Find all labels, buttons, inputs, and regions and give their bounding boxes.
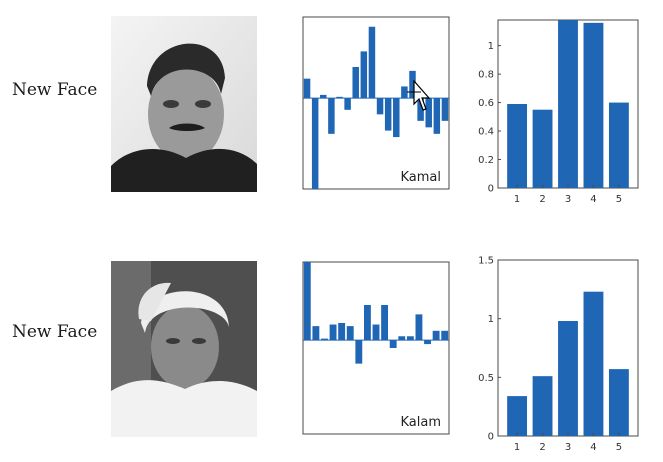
- feature-frame: [302, 16, 450, 190]
- feature-bar: [398, 336, 406, 341]
- score-bar: [583, 291, 604, 436]
- feature-bar: [355, 340, 363, 364]
- feature-bar: [441, 98, 449, 121]
- feature-bar: [321, 338, 328, 341]
- feature-bar: [363, 305, 371, 341]
- feature-bar: [312, 326, 320, 341]
- row-1-label: New Face: [12, 80, 98, 100]
- x-tick-label: 5: [616, 194, 622, 205]
- feature-bar: [384, 98, 392, 131]
- feature-bar: [432, 330, 440, 341]
- score-bar: [583, 22, 604, 188]
- feature-bar: [415, 314, 423, 341]
- face-photo-kalam: [111, 261, 257, 437]
- score-bar: [608, 369, 629, 436]
- y-tick-label: 0.8: [478, 70, 494, 81]
- feature-bar: [303, 262, 311, 341]
- score-bar: [608, 102, 629, 188]
- feature-bar: [401, 86, 408, 99]
- x-tick-label: 1: [514, 194, 520, 205]
- x-tick-label: 5: [616, 442, 622, 453]
- feature-bar: [303, 78, 311, 99]
- feature-chart-kamal: Kamal: [302, 16, 450, 192]
- feature-bar: [381, 305, 389, 341]
- feature-bar: [433, 98, 441, 134]
- score-bar: [507, 396, 528, 436]
- feature-bar: [424, 340, 431, 345]
- feature-bar: [372, 324, 380, 341]
- feature-bar: [328, 98, 335, 134]
- face-photo-kamal: [111, 16, 257, 192]
- feature-bar: [425, 98, 432, 128]
- y-tick-label: 0: [488, 184, 494, 195]
- score-bar: [507, 104, 528, 188]
- score-chart-kalam: 1 2 3 4 5 0 0.5 1 1.5: [476, 256, 642, 462]
- feature-bar: [441, 330, 449, 341]
- feature-chart-name: Kalam: [400, 415, 441, 430]
- x-tick-label: 1: [514, 442, 520, 453]
- feature-bar: [352, 66, 359, 99]
- feature-chart-kalam: Kalam: [302, 261, 450, 437]
- score-bar: [532, 109, 553, 188]
- feature-bar: [368, 26, 376, 99]
- y-tick-label: 0.2: [478, 155, 494, 166]
- score-bar: [532, 376, 553, 436]
- y-tick-label: 0.4: [478, 127, 494, 138]
- feature-bar: [389, 340, 397, 348]
- x-tick-label: 4: [590, 442, 596, 453]
- y-tick-label: 1: [488, 41, 494, 52]
- feature-bar: [393, 98, 400, 138]
- x-tick-label: 4: [590, 194, 596, 205]
- x-tick-label: 2: [539, 194, 545, 205]
- feature-bar: [320, 94, 327, 99]
- score-bar: [558, 20, 578, 188]
- feature-bar: [417, 98, 424, 121]
- feature-frame: [302, 261, 450, 435]
- x-tick-label: 3: [565, 442, 571, 453]
- row-2-label: New Face: [12, 322, 98, 342]
- x-tick-label: 2: [539, 442, 545, 453]
- feature-chart-name: Kamal: [400, 170, 441, 185]
- feature-bar: [344, 98, 351, 110]
- feature-bar: [360, 51, 368, 99]
- score-bar: [558, 321, 578, 436]
- feature-bar: [329, 324, 337, 341]
- feature-bar: [409, 70, 416, 99]
- feature-bar: [376, 98, 384, 115]
- y-tick-label: 0: [488, 432, 494, 443]
- feature-bar: [406, 336, 414, 341]
- score-chart-kamal: 1 2 3 4 5 0 0.2 0.4 0.6 0.8 1: [476, 16, 642, 214]
- feature-bar: [338, 322, 346, 341]
- y-tick-label: 0.6: [478, 98, 494, 109]
- move-cursor-icon: [405, 79, 431, 118]
- x-tick-label: 3: [565, 194, 571, 205]
- feature-bar: [346, 326, 354, 341]
- y-tick-label: 0.5: [478, 373, 494, 384]
- y-tick-label: 1.5: [478, 256, 494, 267]
- y-tick-label: 1: [488, 314, 494, 325]
- feature-bar: [336, 96, 343, 99]
- feature-bar: [311, 98, 319, 189]
